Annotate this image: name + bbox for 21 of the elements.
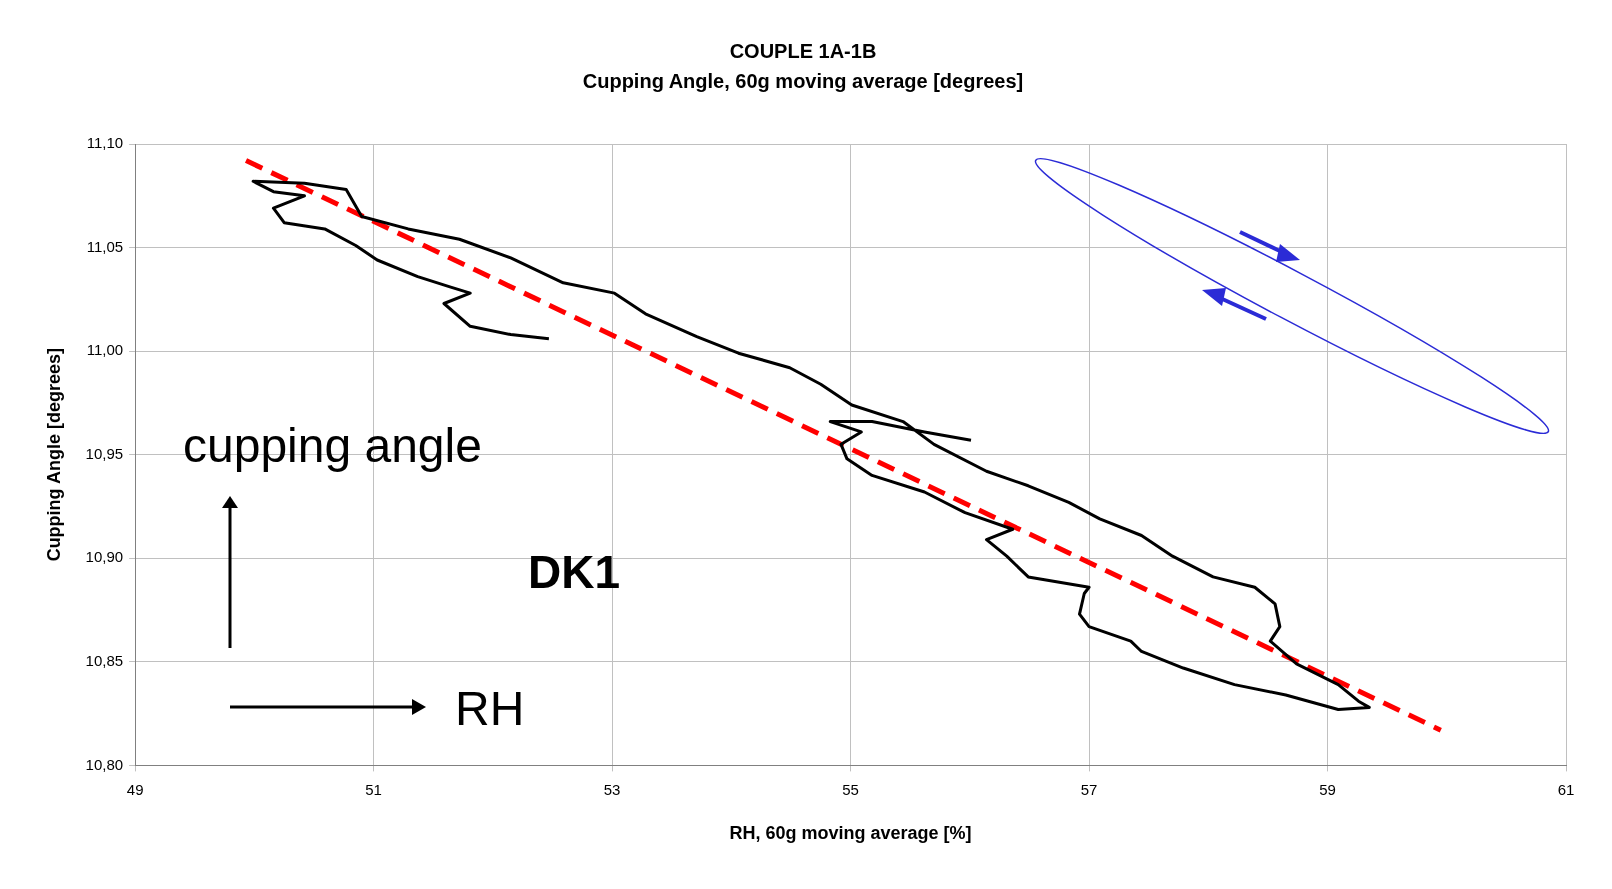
annotation: DK1 xyxy=(528,546,621,598)
y-tick-label: 10,95 xyxy=(85,444,124,462)
x-tick-label: 51 xyxy=(365,780,382,798)
x-tick-label: 59 xyxy=(1319,780,1336,798)
annotation: cupping angle xyxy=(183,419,482,472)
x-tick-label: 61 xyxy=(1557,780,1575,798)
chart-title: COUPLE 1A-1B xyxy=(729,39,877,62)
y-tick-label: 11,00 xyxy=(86,341,124,359)
x-tick-label: 57 xyxy=(1080,780,1098,798)
y-axis-title: Cupping Angle [degrees] xyxy=(43,348,64,562)
x-axis-title: RH, 60g moving average [%] xyxy=(729,823,972,844)
y-tick-label: 11,05 xyxy=(86,237,124,255)
y-tick-label: 10,85 xyxy=(85,651,124,669)
chart-subtitle: Cupping Angle, 60g moving average [degrees] xyxy=(582,69,1024,92)
x-tick-label: 49 xyxy=(126,780,144,798)
y-tick-label: 10,80 xyxy=(85,755,124,773)
annotation: RH xyxy=(455,682,525,735)
x-tick-label: 55 xyxy=(842,780,859,798)
y-tick-label: 11,10 xyxy=(86,134,124,152)
x-tick-label: 53 xyxy=(603,780,621,798)
y-tick-label: 10,90 xyxy=(85,548,124,566)
